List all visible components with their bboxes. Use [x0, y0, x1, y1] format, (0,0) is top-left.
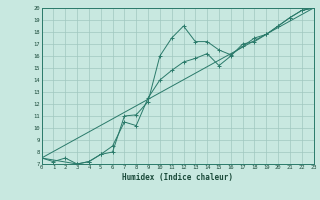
X-axis label: Humidex (Indice chaleur): Humidex (Indice chaleur): [122, 173, 233, 182]
